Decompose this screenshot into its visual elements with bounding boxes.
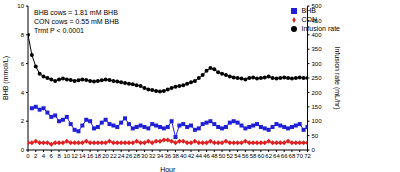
svg-text:66: 66: [281, 153, 288, 159]
svg-text:26: 26: [126, 153, 133, 159]
svg-text:100: 100: [311, 118, 322, 124]
svg-text:36: 36: [164, 153, 171, 159]
svg-text:10: 10: [63, 153, 70, 159]
svg-text:54: 54: [234, 153, 241, 159]
svg-text:62: 62: [265, 153, 272, 159]
svg-text:6: 6: [50, 153, 54, 159]
svg-text:200: 200: [311, 90, 322, 96]
svg-text:300: 300: [311, 61, 322, 67]
svg-text:38: 38: [172, 153, 179, 159]
svg-text:14: 14: [79, 153, 86, 159]
svg-text:400: 400: [311, 32, 322, 38]
svg-text:28: 28: [133, 153, 140, 159]
svg-text:42: 42: [188, 153, 195, 159]
svg-text:70: 70: [296, 153, 303, 159]
svg-text:40: 40: [180, 153, 187, 159]
svg-text:2: 2: [34, 153, 38, 159]
svg-text:18: 18: [95, 153, 102, 159]
svg-text:48: 48: [211, 153, 218, 159]
svg-text:24: 24: [118, 153, 125, 159]
svg-text:10: 10: [17, 3, 24, 9]
svg-text:2: 2: [21, 118, 25, 124]
svg-text:60: 60: [258, 153, 265, 159]
svg-text:8: 8: [57, 153, 61, 159]
svg-text:16: 16: [87, 153, 94, 159]
svg-text:4: 4: [42, 153, 46, 159]
svg-text:44: 44: [195, 153, 202, 159]
svg-text:30: 30: [141, 153, 148, 159]
svg-text:20: 20: [102, 153, 109, 159]
svg-text:50: 50: [219, 153, 226, 159]
svg-text:22: 22: [110, 153, 117, 159]
svg-text:500: 500: [311, 3, 322, 9]
svg-text:450: 450: [311, 18, 322, 24]
svg-text:6: 6: [21, 61, 25, 67]
svg-text:Hour: Hour: [160, 166, 176, 172]
svg-text:12: 12: [71, 153, 78, 159]
svg-text:56: 56: [242, 153, 249, 159]
svg-text:8: 8: [21, 32, 25, 38]
svg-text:52: 52: [226, 153, 233, 159]
svg-text:0: 0: [26, 153, 30, 159]
svg-text:72: 72: [304, 153, 311, 159]
svg-text:50: 50: [311, 133, 318, 139]
svg-text:250: 250: [311, 75, 322, 81]
svg-text:150: 150: [311, 104, 322, 110]
svg-text:32: 32: [149, 153, 156, 159]
svg-text:68: 68: [289, 153, 296, 159]
svg-text:64: 64: [273, 153, 280, 159]
svg-text:0: 0: [311, 147, 315, 153]
svg-text:34: 34: [157, 153, 164, 159]
svg-text:58: 58: [250, 153, 257, 159]
svg-text:4: 4: [21, 90, 25, 96]
svg-text:350: 350: [311, 46, 322, 52]
svg-text:46: 46: [203, 153, 210, 159]
svg-text:Infusion rate (mL/hr): Infusion rate (mL/hr): [333, 46, 341, 109]
svg-text:BHB (mmol/L): BHB (mmol/L): [8, 56, 10, 100]
svg-text:0: 0: [21, 147, 25, 153]
